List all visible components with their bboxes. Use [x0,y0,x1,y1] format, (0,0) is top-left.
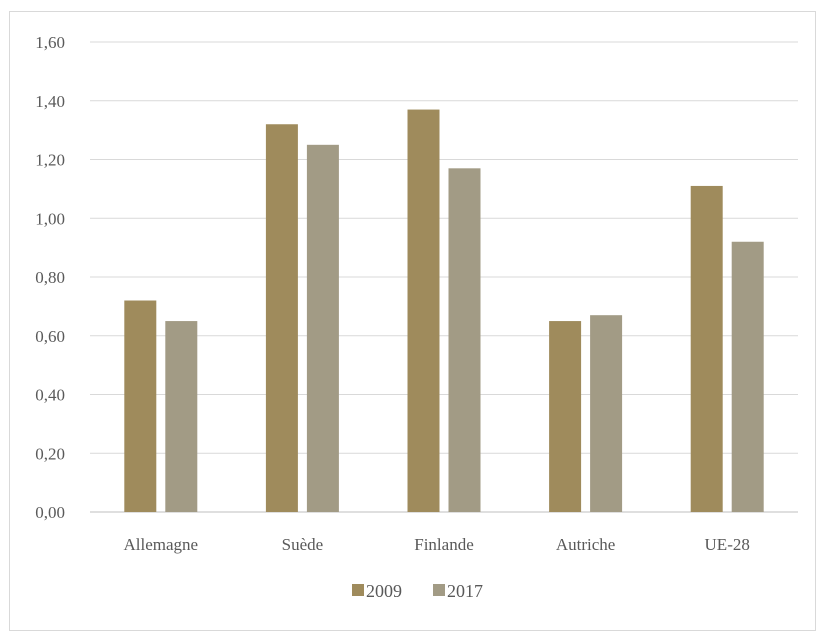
bar-2017-finlande [448,168,481,512]
bar-2009-finlande [407,109,440,512]
gridlines [90,41,798,513]
bar-2017-autriche [590,315,623,512]
x-tick-label: Allemagne [124,535,199,554]
bar-2009-autriche [549,321,582,512]
x-tick-label: Finlande [414,535,474,554]
y-tick-label: 0,40 [35,386,65,405]
bar-2009-ue-28 [690,185,723,512]
legend-label-2017: 2017 [447,581,483,601]
legend-swatch-2009 [352,584,364,596]
legend-label-2009: 2009 [366,581,402,601]
legend: 2009 2017 [352,581,483,601]
bar-2017-ue-28 [731,241,764,512]
y-tick-label: 1,60 [35,33,65,52]
legend-swatch-2017 [433,584,445,596]
x-axis: Allemagne Suède Finlande Autriche UE-28 [124,535,750,554]
bar-2009-suède [265,124,298,512]
bar-2017-suède [306,144,339,512]
bars [124,109,764,512]
x-tick-label: Autriche [556,535,615,554]
x-tick-label: UE-28 [705,535,750,554]
y-tick-label: 1,00 [35,209,65,228]
y-tick-label: 0,60 [35,327,65,346]
y-axis: 0,00 0,20 0,40 0,60 0,80 1,00 1,20 1,40 1,60 [35,33,65,522]
y-tick-label: 0,80 [35,268,65,287]
bar-2009-allemagne [124,300,157,512]
y-tick-label: 1,40 [35,92,65,111]
bar-2017-allemagne [165,321,198,512]
y-tick-label: 0,00 [35,503,65,522]
y-tick-label: 1,20 [35,151,65,170]
y-tick-label: 0,20 [35,444,65,463]
x-tick-label: Suède [282,535,324,554]
